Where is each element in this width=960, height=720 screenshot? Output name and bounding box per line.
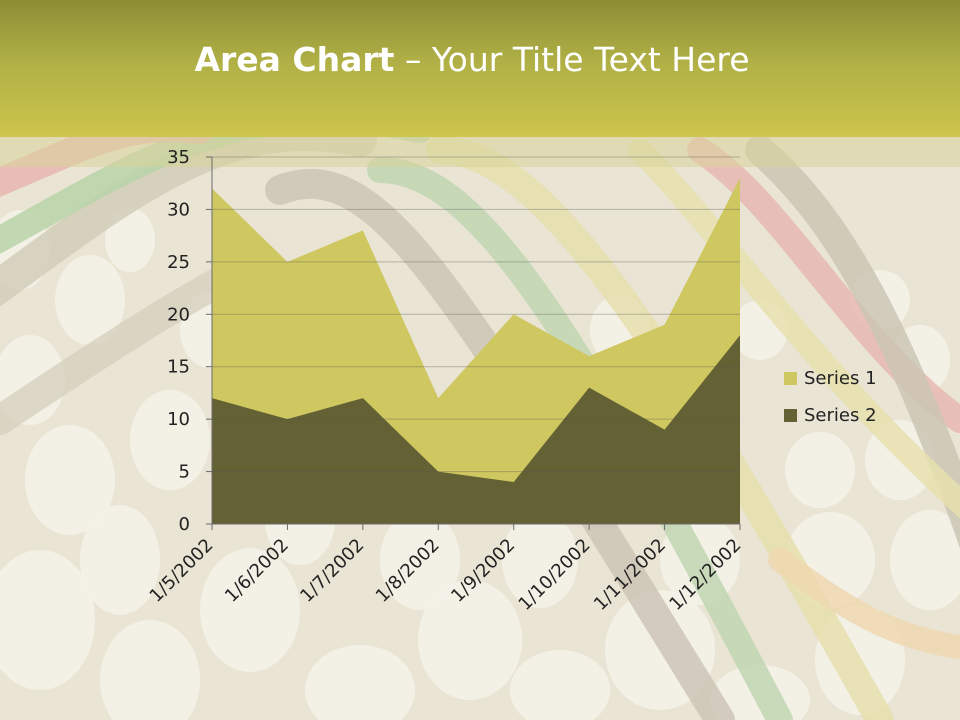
bg-band bbox=[768, 548, 960, 660]
slide-title: Area Chart – Your Title Text Here bbox=[0, 40, 944, 79]
y-tick-label: 10 bbox=[167, 409, 190, 430]
legend-label-series-1: Series 1 bbox=[804, 368, 877, 389]
y-tick-label: 25 bbox=[167, 252, 190, 273]
bg-oval bbox=[380, 510, 460, 610]
bg-oval bbox=[890, 510, 960, 610]
bg-oval bbox=[418, 580, 522, 700]
bg-oval bbox=[0, 550, 95, 690]
bg-oval bbox=[200, 548, 300, 672]
bg-band bbox=[745, 135, 960, 549]
bg-oval bbox=[100, 620, 200, 720]
bg-oval bbox=[25, 425, 115, 535]
bg-oval bbox=[502, 512, 578, 608]
x-tick-label: 1/6/2002 bbox=[221, 535, 293, 607]
x-tick-label: 1/7/2002 bbox=[296, 535, 368, 607]
legend-item-series-2: Series 2 bbox=[784, 397, 877, 434]
bg-oval bbox=[55, 255, 125, 345]
bg-header-shadow bbox=[0, 137, 960, 167]
title-rest: – Your Title Text Here bbox=[394, 40, 750, 79]
y-tick-label: 0 bbox=[179, 514, 190, 535]
title-bold: Area Chart bbox=[194, 40, 395, 79]
bg-band bbox=[628, 138, 960, 519]
y-tick-label: 30 bbox=[167, 199, 190, 220]
legend-swatch-series-2 bbox=[784, 409, 797, 422]
bg-oval bbox=[305, 645, 415, 720]
x-tick-label: 1/8/2002 bbox=[372, 535, 444, 607]
y-tick-label: 15 bbox=[167, 357, 190, 378]
bg-oval bbox=[130, 390, 210, 490]
x-tick-label: 1/9/2002 bbox=[447, 535, 519, 607]
area-series-2 bbox=[212, 335, 740, 524]
x-tick-label: 1/5/2002 bbox=[146, 535, 218, 607]
y-tick-label: 35 bbox=[167, 147, 190, 168]
chart-legend: Series 1 Series 2 bbox=[784, 360, 877, 434]
legend-label-series-2: Series 2 bbox=[804, 405, 877, 426]
bg-oval bbox=[510, 650, 610, 720]
bg-band bbox=[367, 157, 793, 720]
bg-band bbox=[265, 168, 735, 720]
y-tick-label: 5 bbox=[179, 462, 190, 483]
bg-oval bbox=[105, 208, 155, 272]
bg-oval bbox=[785, 432, 855, 508]
x-tick-label: 1/12/2002 bbox=[665, 535, 745, 615]
bg-oval bbox=[80, 505, 160, 615]
y-tick-label: 20 bbox=[167, 304, 190, 325]
x-tick-label: 1/11/2002 bbox=[590, 535, 670, 615]
legend-item-series-1: Series 1 bbox=[784, 360, 877, 397]
header-band bbox=[0, 0, 960, 137]
legend-swatch-series-1 bbox=[784, 372, 797, 385]
x-tick-label: 1/10/2002 bbox=[515, 535, 595, 615]
